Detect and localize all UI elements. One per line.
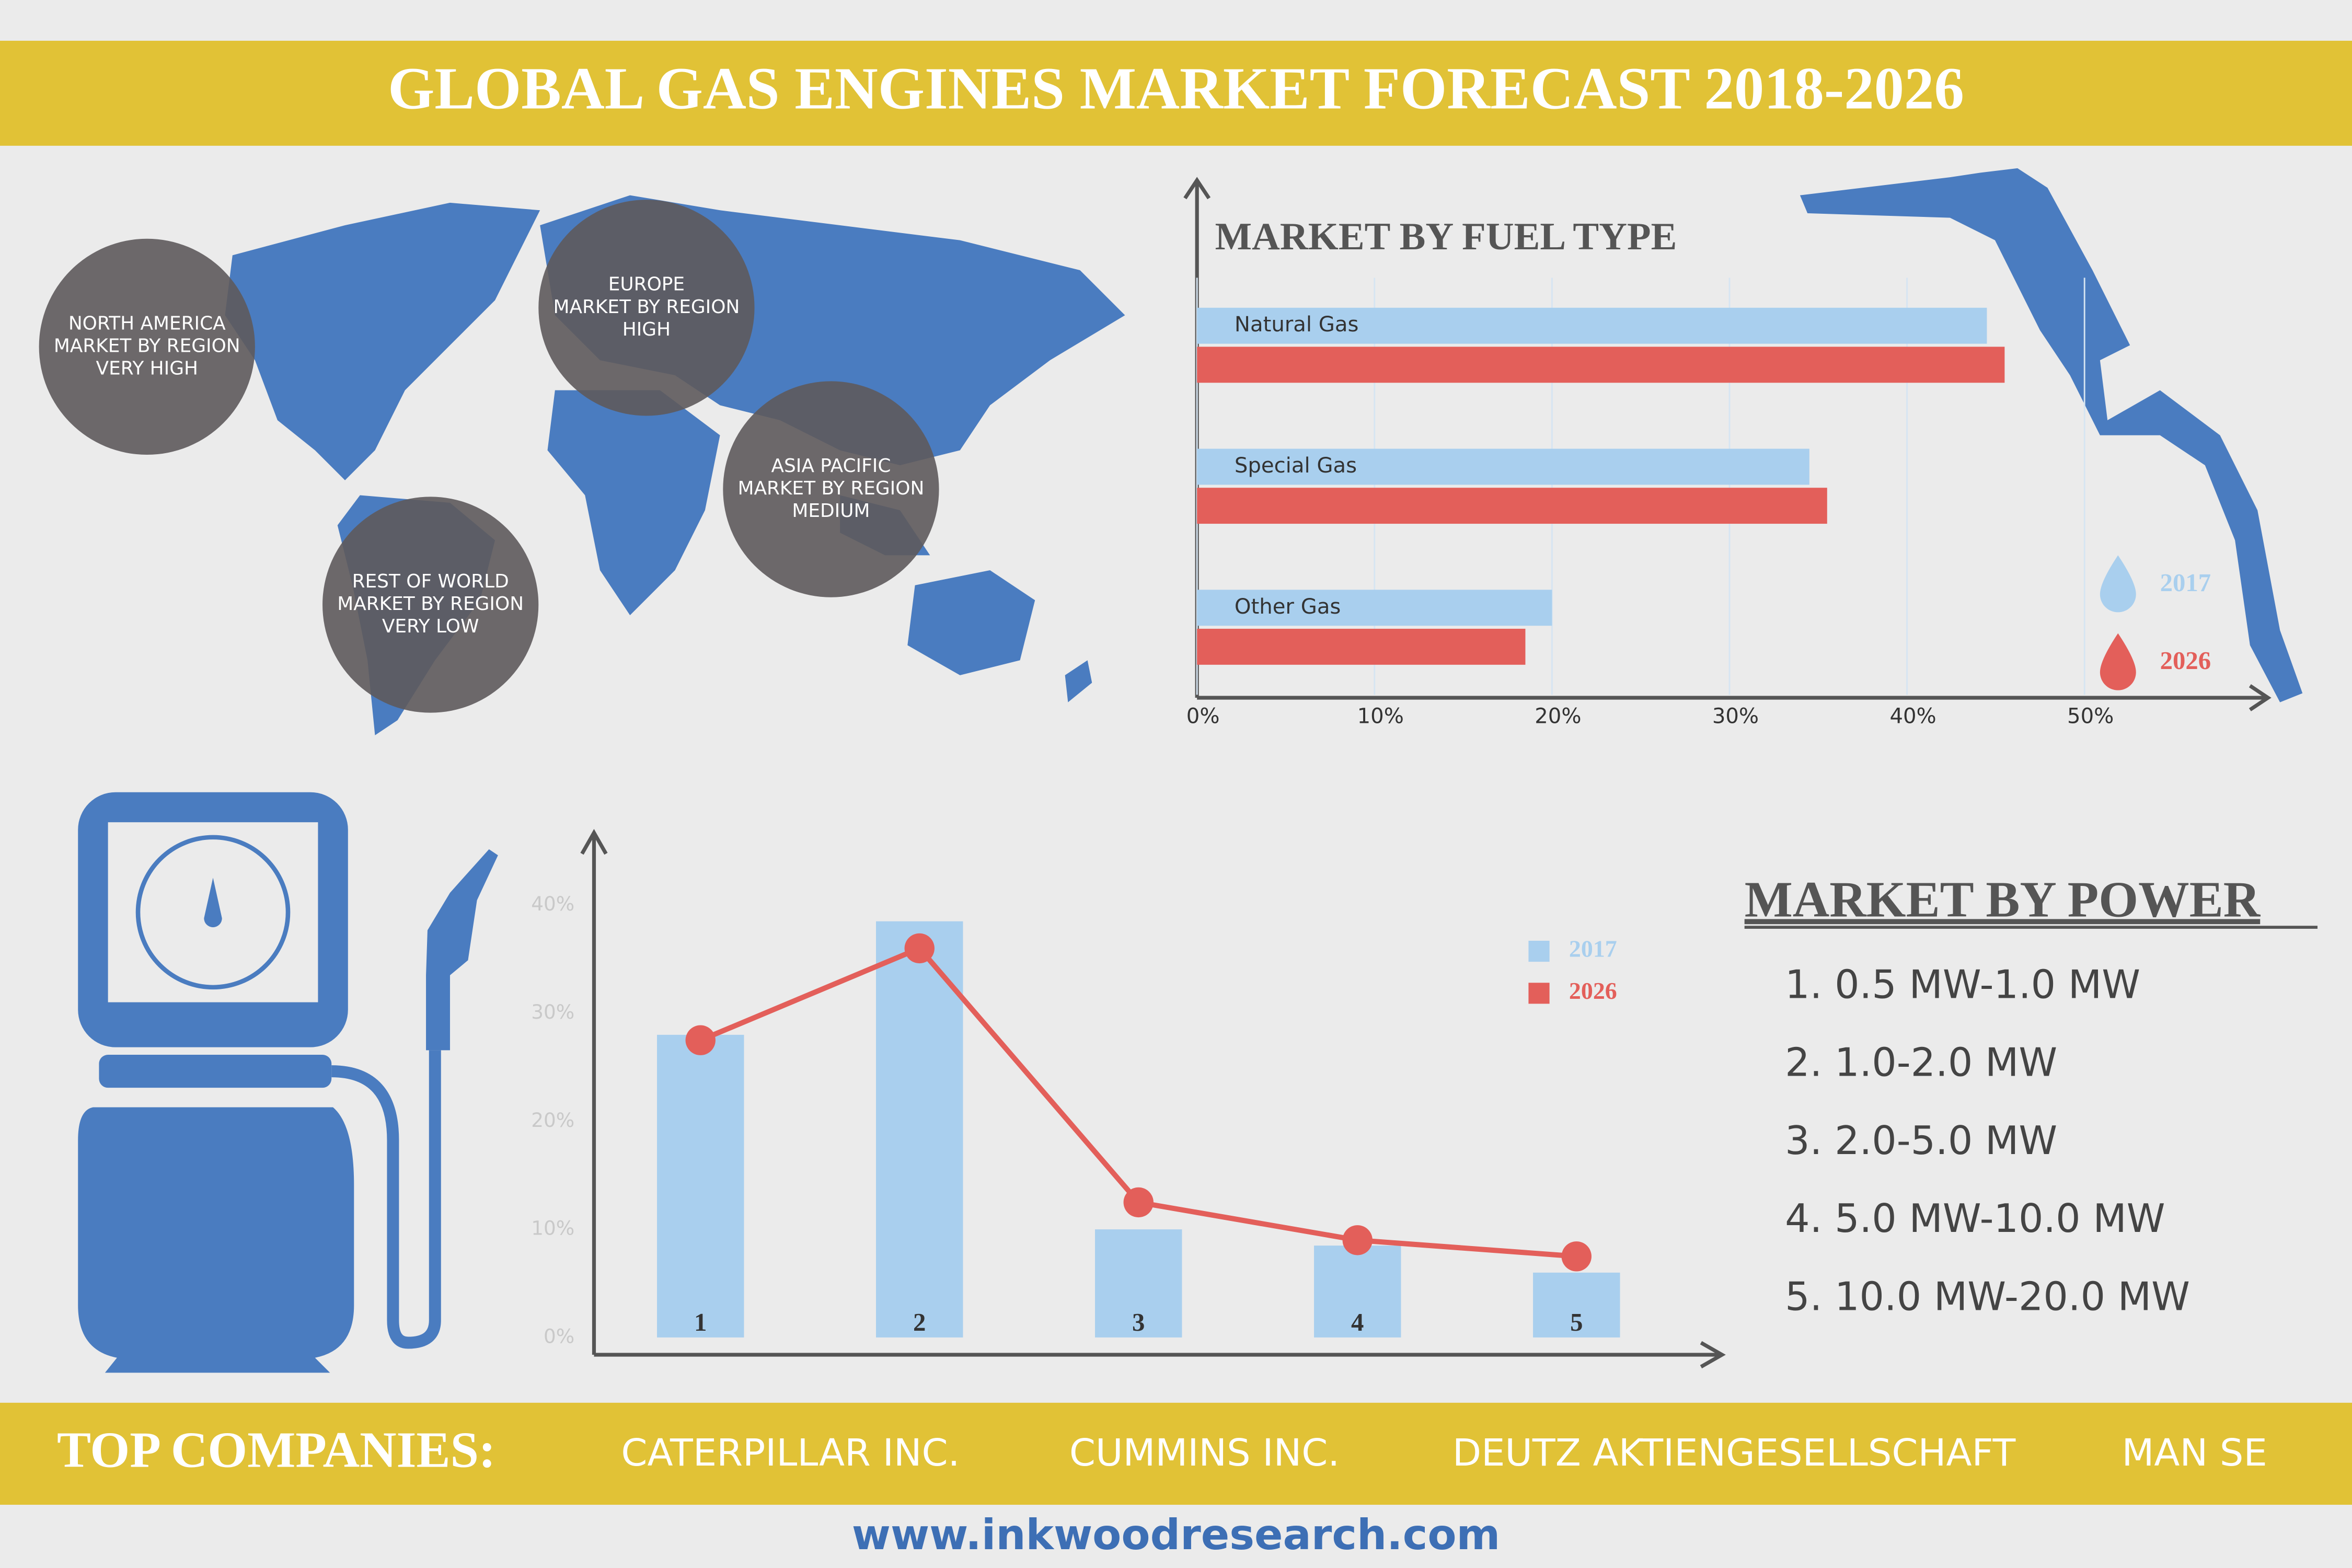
- company-name: DEUTZ AKTIENGESELLSCHAFT: [1452, 1431, 2016, 1474]
- y-tick-label: 0%: [544, 1324, 574, 1347]
- category-label: 3: [1132, 1308, 1145, 1336]
- region-bubble: [322, 497, 539, 713]
- power-chart: 0% 10% 20% 30% 40% 2017 2026 1 2 3 4 5: [531, 892, 1620, 1347]
- fuel-chart-title: MARKET BY FUEL TYPE: [1215, 215, 1677, 258]
- company-name: CATERPILLAR INC.: [621, 1431, 960, 1474]
- legend-label: 2026: [1569, 977, 1617, 1004]
- bar: [1197, 628, 1526, 665]
- line-point: [904, 933, 935, 964]
- companies-label: TOP COMPANIES:: [57, 1422, 495, 1479]
- bar: [1197, 307, 1987, 344]
- power-list: 1. 0.5 MW-1.0 MW 2. 1.0-2.0 MW 3. 2.0-5.0 …: [1785, 962, 2190, 1319]
- line-point: [1123, 1187, 1154, 1218]
- region-level: HIGH: [622, 319, 671, 340]
- gas-pump: [78, 792, 498, 1373]
- bar: [1095, 1229, 1182, 1338]
- legend-label: 2017: [1569, 936, 1617, 962]
- bar: [657, 1034, 744, 1338]
- bar: [1314, 1246, 1401, 1338]
- bar: [1197, 590, 1552, 626]
- category-label: 4: [1351, 1308, 1364, 1336]
- x-tick-label: 20%: [1535, 704, 1581, 728]
- company-name: MAN SE: [2122, 1431, 2267, 1474]
- category-label: 1: [694, 1308, 707, 1336]
- fuel-nozzle: [1800, 168, 2303, 702]
- companies: CATERPILLAR INC. CUMMINS INC. DEUTZ AKTIEN…: [621, 1431, 2267, 1474]
- legend-label: 2017: [2160, 569, 2211, 597]
- x-tick-label: 40%: [1889, 704, 1936, 728]
- region-level: MEDIUM: [792, 500, 870, 522]
- region-name: REST OF WORLD: [352, 571, 509, 592]
- legend-label: 2026: [2160, 647, 2211, 675]
- page-title: GLOBAL GAS ENGINES MARKET FORECAST 2018-…: [388, 55, 1964, 122]
- company-name: CUMMINS INC.: [1069, 1431, 1340, 1474]
- bar: [1533, 1272, 1620, 1338]
- y-axis: [580, 829, 608, 1355]
- bar: [876, 921, 963, 1338]
- line-point: [685, 1025, 716, 1055]
- x-tick-label: 10%: [1357, 704, 1404, 728]
- region-bubble: [538, 200, 755, 416]
- power-item: 5. 10.0 MW-20.0 MW: [1785, 1274, 2190, 1319]
- power-axes: [580, 829, 1726, 1369]
- region-subtitle: MARKET BY REGION: [337, 593, 524, 615]
- category-label: Special Gas: [1235, 454, 1357, 478]
- category-label: 2: [913, 1308, 926, 1336]
- footer-band: [0, 1402, 2352, 1505]
- region-bubble: [723, 381, 939, 597]
- y-tick-label: 40%: [531, 892, 574, 915]
- region-level: VERY HIGH: [96, 358, 198, 379]
- region-bubble: [39, 238, 255, 455]
- power-item: 1. 0.5 MW-1.0 MW: [1785, 962, 2140, 1007]
- category-label: Other Gas: [1235, 595, 1341, 619]
- legend-drop: [2100, 633, 2136, 690]
- legend-swatch: [1528, 940, 1550, 962]
- category-label: Natural Gas: [1235, 313, 1359, 337]
- x-tick-label: 30%: [1712, 704, 1759, 728]
- y-tick-label: 20%: [531, 1109, 574, 1132]
- region-subtitle: MARKET BY REGION: [54, 335, 240, 356]
- y-tick-label: 10%: [531, 1217, 574, 1240]
- category-label: 5: [1570, 1308, 1583, 1336]
- x-tick-label: 50%: [2067, 704, 2114, 728]
- legend-swatch: [1528, 983, 1550, 1004]
- region-subtitle: MARKET BY REGION: [554, 296, 740, 318]
- bar: [1197, 448, 1809, 485]
- region-name: EUROPE: [608, 274, 685, 295]
- region-subtitle: MARKET BY REGION: [738, 478, 925, 499]
- x-axis: [594, 1341, 1726, 1369]
- x-axis: [1197, 684, 2272, 711]
- bar: [1197, 347, 2005, 383]
- power-item: 4. 5.0 MW-10.0 MW: [1785, 1196, 2165, 1241]
- x-tick-label: 0%: [1186, 704, 1220, 728]
- fuel-chart: 0% 10% 20% 30% 40% 50% Natural Gas Special Gas O…: [1186, 278, 2211, 728]
- power-item: 3. 2.0-5.0 MW: [1785, 1118, 2057, 1163]
- header-band: [0, 40, 2352, 146]
- region-name: NORTH AMERICA: [68, 313, 226, 334]
- region-name: ASIA PACIFIC: [771, 455, 891, 477]
- line-point: [1342, 1225, 1373, 1255]
- power-item: 2. 1.0-2.0 MW: [1785, 1040, 2057, 1086]
- y-tick-label: 30%: [531, 1000, 574, 1023]
- bar: [1197, 488, 1827, 524]
- power-list-title: MARKET BY POWER: [1745, 871, 2261, 928]
- region-level: VERY LOW: [382, 616, 479, 637]
- legend-drop: [2100, 555, 2136, 613]
- line-point: [1561, 1241, 1592, 1272]
- website-url[interactable]: www.inkwoodresearch.com: [852, 1510, 1501, 1559]
